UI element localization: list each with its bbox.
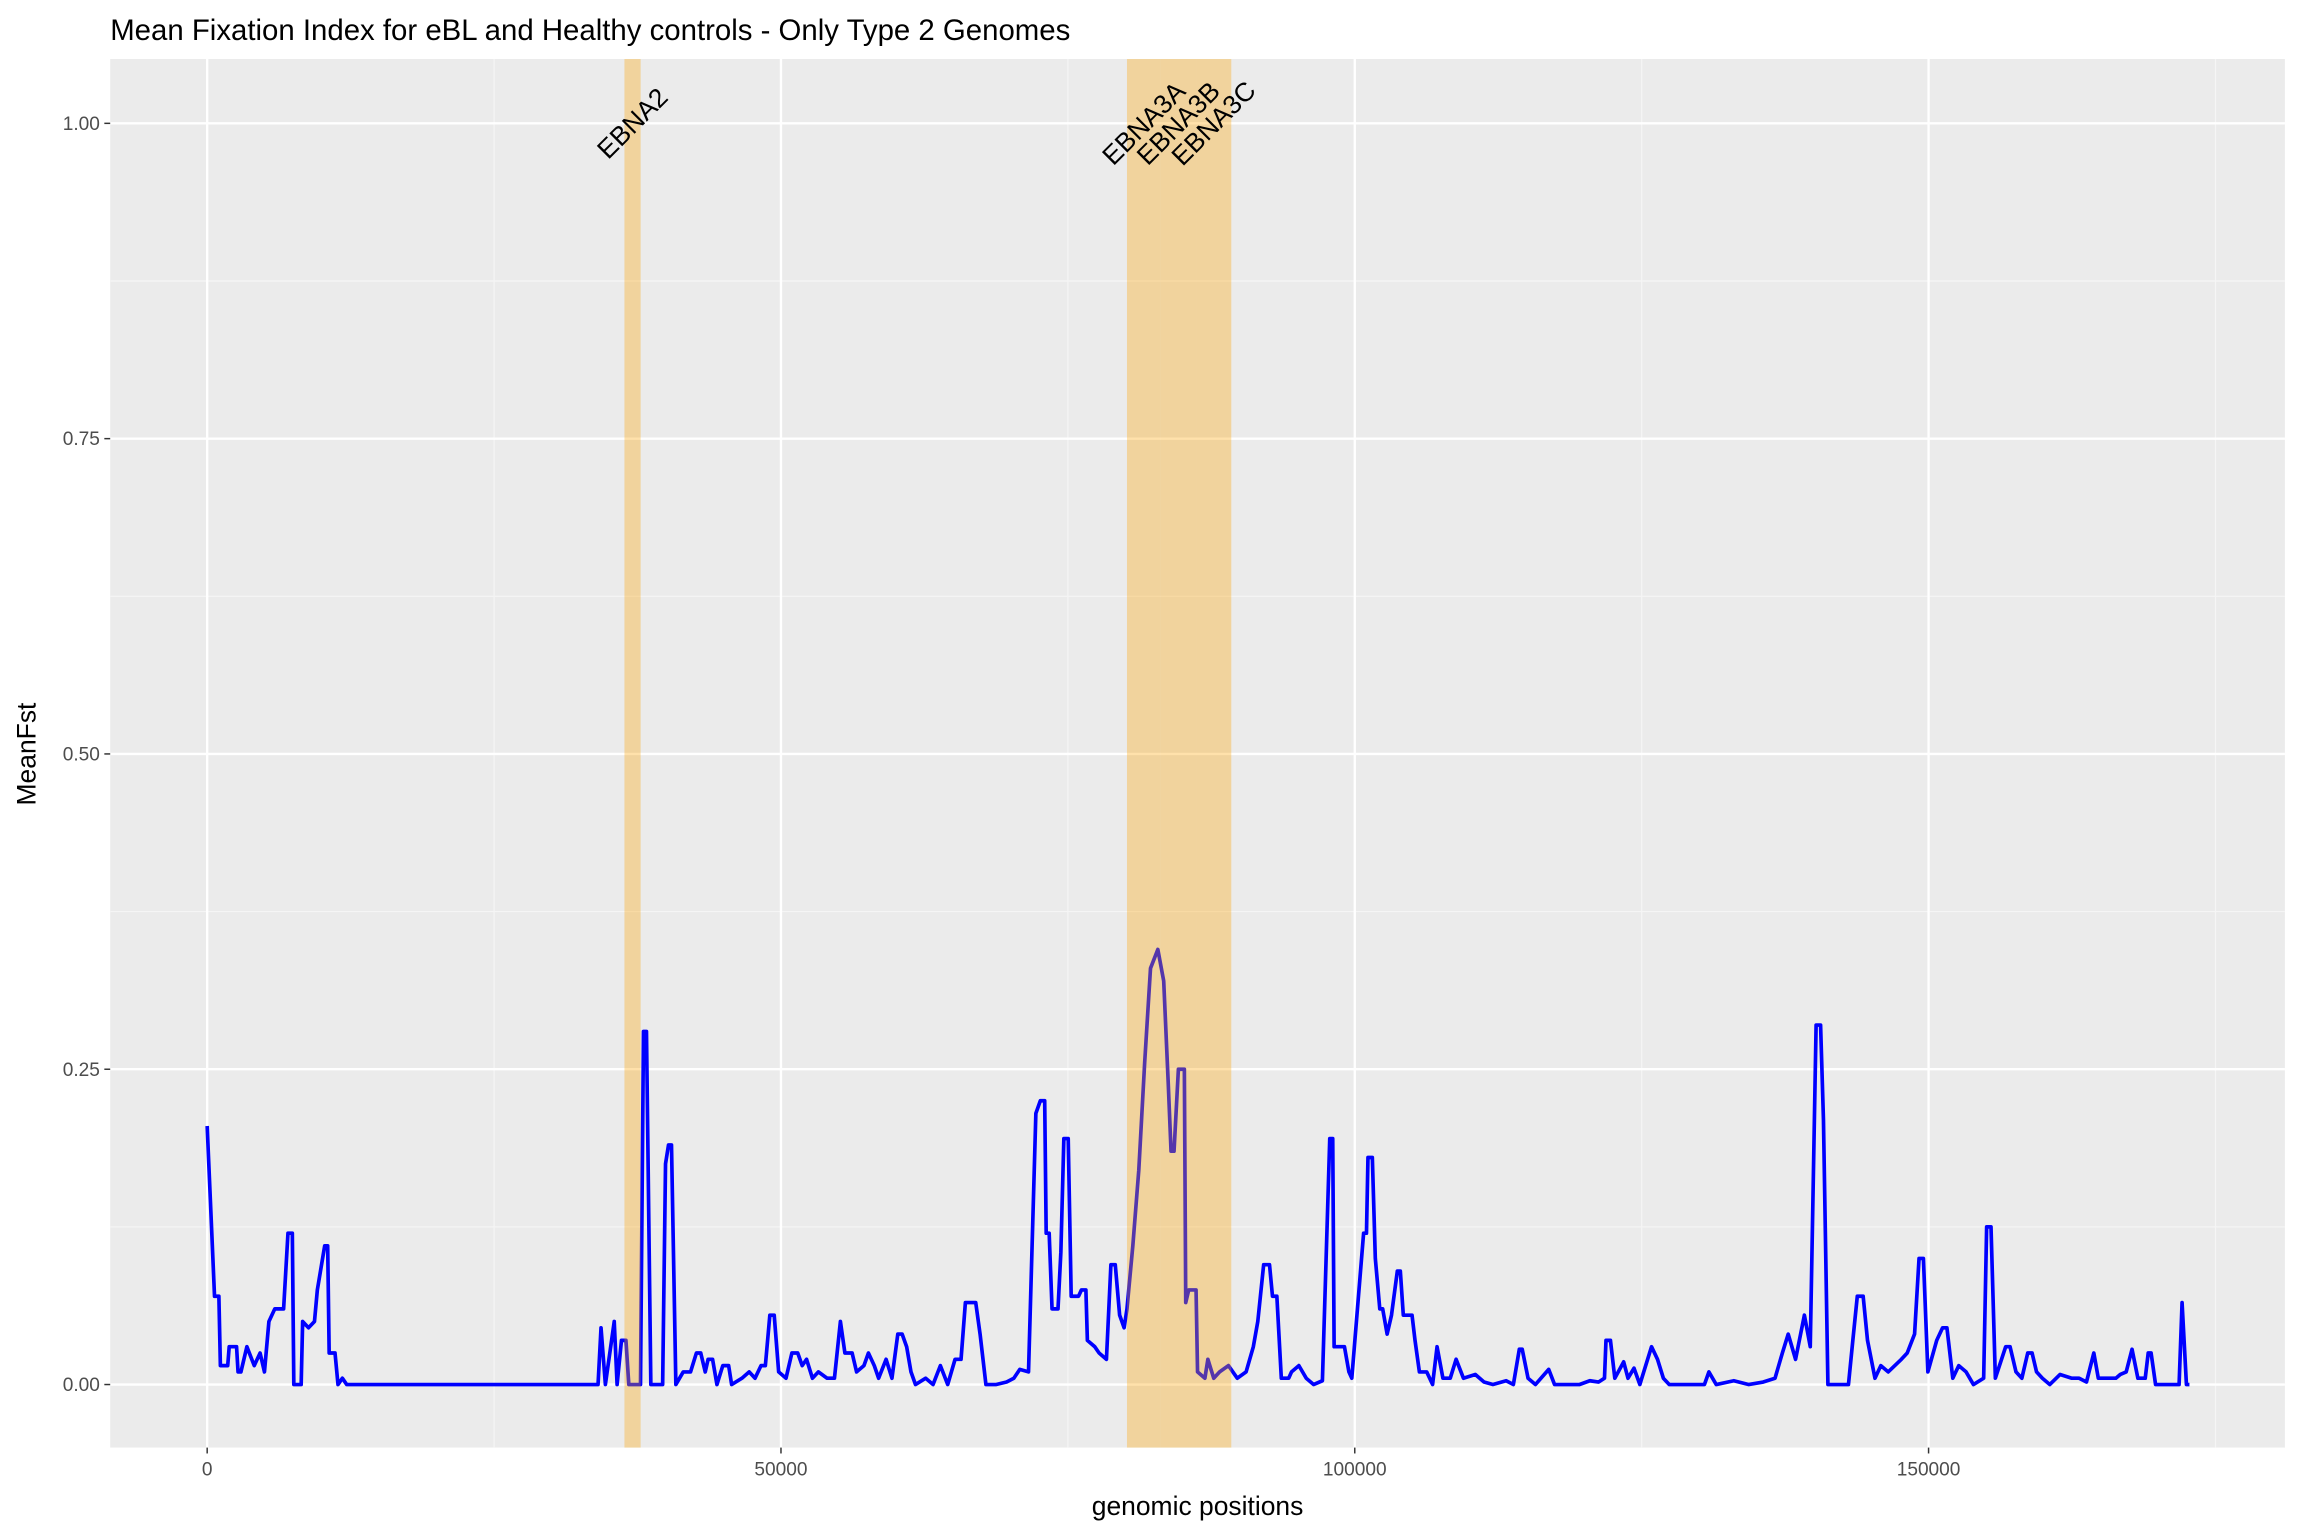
highlight-region — [1196, 59, 1232, 1448]
y-tick-label: 0.00 — [63, 1375, 100, 1396]
highlight-region — [1160, 59, 1197, 1448]
y-tick-label: 0.75 — [63, 429, 100, 450]
y-tick-label: 0.50 — [63, 745, 100, 766]
y-tick-label: 1.00 — [63, 114, 100, 135]
x-axis-label: genomic positions — [1092, 1491, 1304, 1521]
y-axis-label: MeanFst — [11, 702, 41, 806]
x-tick-label: 150000 — [1897, 1460, 1961, 1481]
x-tick-label: 50000 — [754, 1460, 807, 1481]
y-tick-label: 0.25 — [63, 1060, 100, 1081]
data-line — [205, 947, 2190, 1387]
chart-title: Mean Fixation Index for eBL and Healthy … — [110, 14, 1070, 47]
x-tick-label: 0 — [202, 1460, 213, 1481]
x-tick-label: 100000 — [1323, 1460, 1387, 1481]
highlight-region — [624, 59, 641, 1448]
highlight-region — [1126, 59, 1161, 1448]
